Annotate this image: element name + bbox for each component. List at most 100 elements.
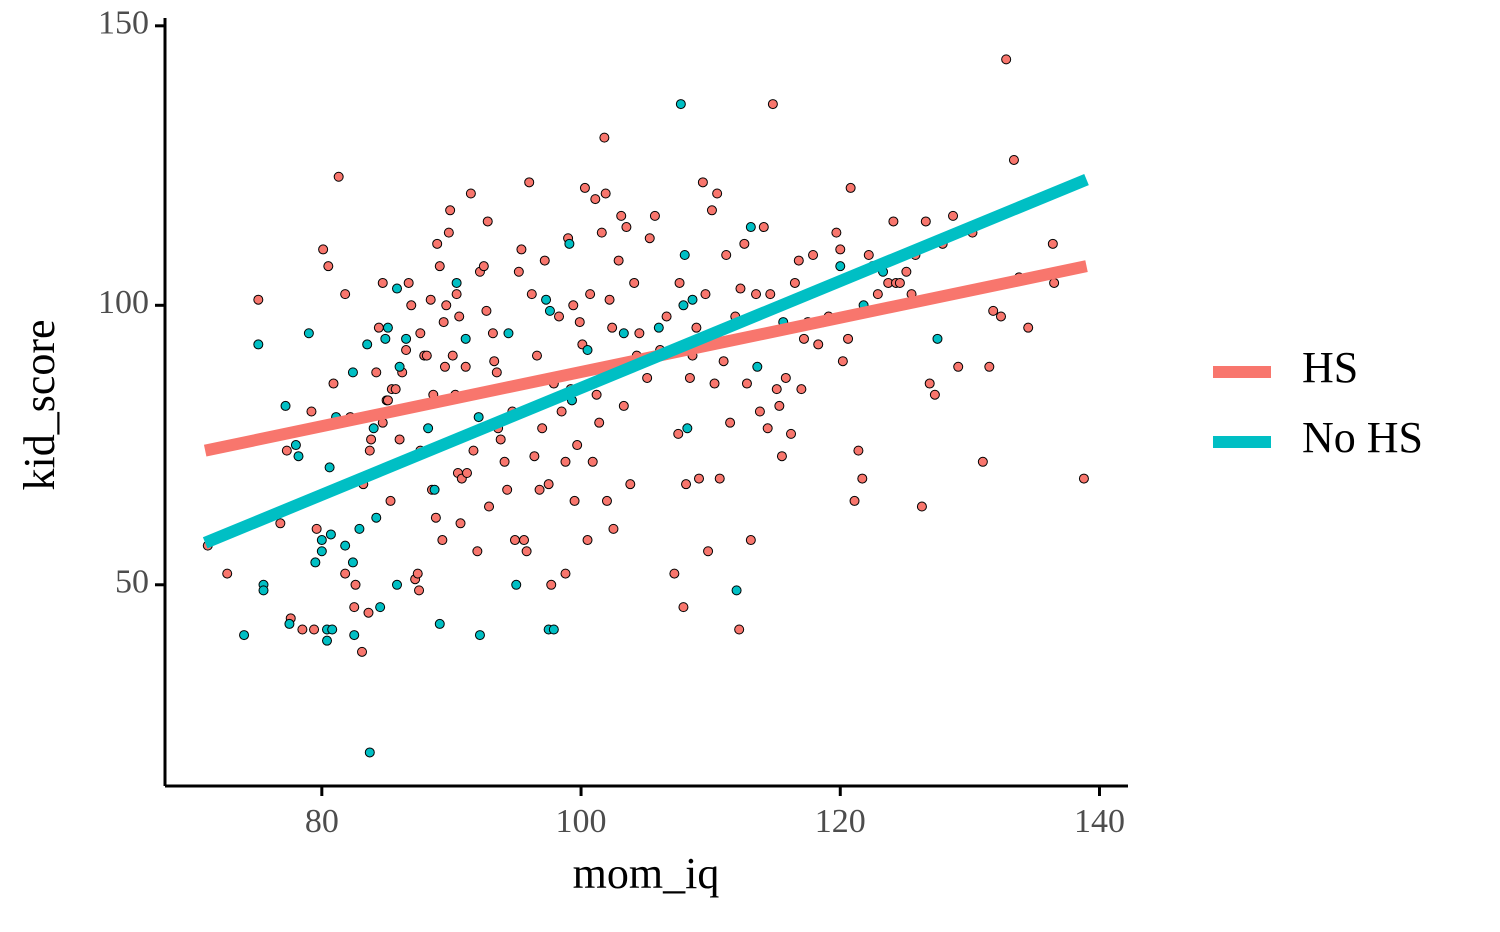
point — [574, 317, 585, 328]
point — [371, 512, 382, 523]
point — [325, 529, 336, 540]
point — [835, 244, 846, 255]
point — [434, 261, 445, 272]
point — [382, 322, 393, 333]
point — [548, 624, 559, 635]
point — [739, 238, 750, 249]
point — [484, 501, 495, 512]
point — [1049, 277, 1060, 288]
point — [546, 579, 557, 590]
point — [509, 535, 520, 546]
point — [706, 205, 717, 216]
point — [901, 266, 912, 277]
point — [434, 618, 445, 629]
point — [495, 434, 506, 445]
point — [481, 305, 492, 316]
point — [239, 630, 250, 641]
point — [642, 372, 653, 383]
point — [678, 602, 689, 613]
point — [499, 456, 510, 467]
point — [284, 618, 295, 629]
point — [482, 216, 493, 227]
point — [394, 434, 405, 445]
point — [796, 384, 807, 395]
point — [988, 305, 999, 316]
point — [253, 339, 264, 350]
point — [857, 473, 868, 484]
point — [290, 440, 301, 451]
point — [465, 188, 476, 199]
point — [653, 322, 664, 333]
point — [560, 568, 571, 579]
point — [297, 624, 308, 635]
y-tick-label: 150 — [98, 5, 149, 42]
point — [675, 99, 686, 110]
point — [1047, 238, 1058, 249]
point — [948, 210, 959, 221]
point — [634, 328, 645, 339]
point — [929, 389, 940, 400]
point — [382, 395, 393, 406]
y-tick-label: 50 — [115, 564, 149, 601]
point — [347, 557, 358, 568]
point — [572, 440, 583, 451]
point — [392, 283, 403, 294]
point — [618, 400, 629, 411]
point — [1078, 473, 1089, 484]
point — [323, 261, 334, 272]
point — [599, 132, 610, 143]
point — [474, 630, 485, 641]
point — [316, 546, 327, 557]
point — [451, 277, 462, 288]
point — [394, 361, 405, 372]
point — [644, 233, 655, 244]
point — [281, 445, 292, 456]
point — [502, 484, 513, 495]
point — [590, 194, 601, 205]
point — [516, 244, 527, 255]
point — [995, 311, 1006, 322]
point — [604, 294, 615, 305]
point — [629, 277, 640, 288]
point — [460, 333, 471, 344]
point — [253, 294, 264, 305]
point — [333, 171, 344, 182]
point — [222, 568, 233, 579]
point — [318, 244, 329, 255]
point — [438, 317, 449, 328]
point — [543, 479, 554, 490]
point — [1008, 154, 1019, 165]
point — [798, 333, 809, 344]
point — [582, 535, 593, 546]
point — [519, 535, 530, 546]
point — [621, 222, 632, 233]
point — [709, 378, 720, 389]
legend-label: No HS — [1302, 413, 1423, 462]
point — [401, 333, 412, 344]
point — [669, 568, 680, 579]
point — [808, 249, 819, 260]
point — [579, 182, 590, 193]
point — [596, 227, 607, 238]
point — [682, 423, 693, 434]
point — [429, 484, 440, 495]
point — [309, 624, 320, 635]
point — [752, 361, 763, 372]
point — [451, 289, 462, 300]
point — [354, 523, 365, 534]
point — [349, 602, 360, 613]
point — [364, 445, 375, 456]
point — [511, 579, 522, 590]
point — [849, 495, 860, 506]
point — [534, 484, 545, 495]
point — [600, 188, 611, 199]
point — [432, 238, 443, 249]
point — [421, 350, 432, 361]
point — [712, 188, 723, 199]
point — [693, 473, 704, 484]
point — [375, 602, 386, 613]
point — [613, 255, 624, 266]
x-tick-label: 140 — [1074, 803, 1125, 840]
y-tick-label: 100 — [98, 284, 149, 321]
point — [564, 238, 575, 249]
